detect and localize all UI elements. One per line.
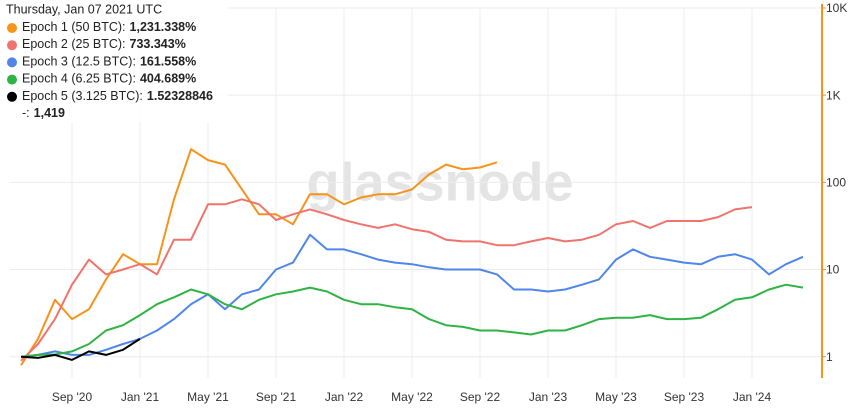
legend-entry: Epoch 2 (25 BTC): 733.343%: [22, 37, 186, 51]
x-tick-label: May '23: [595, 390, 637, 404]
legend-extra: -: 1,419: [22, 106, 65, 120]
legend-value: 1.52328846: [147, 89, 213, 103]
y-tick-label: 10: [826, 263, 840, 277]
legend-name: Epoch 1 (50 BTC):: [22, 20, 126, 34]
legend-dot: [7, 74, 17, 85]
legend-entry: Epoch 1 (50 BTC): 1,231.338%: [22, 20, 196, 34]
legend-dot: [7, 40, 17, 51]
tooltip-box: [0, 0, 228, 122]
legend-name: Epoch 4 (6.25 BTC):: [22, 72, 136, 86]
legend-name: Epoch 5 (3.125 BTC):: [22, 89, 143, 103]
series-line: [20, 148, 498, 366]
x-tick-label: Jan '22: [325, 390, 364, 404]
legend-value: 1,231.338%: [130, 20, 197, 34]
series-line: [20, 198, 753, 362]
legend-name: Epoch 3 (12.5 BTC):: [22, 55, 136, 69]
x-tick-label: Sep '23: [664, 390, 705, 404]
legend-dot: [7, 91, 17, 102]
x-tick-label: May '21: [187, 390, 229, 404]
extra-label: -:: [22, 106, 30, 120]
x-tick-label: Jan '21: [121, 390, 160, 404]
tooltip: Epoch 1 (50 BTC): 1,231.338% Epoch 2 (25 B…: [7, 20, 213, 120]
x-tick-label: Sep '21: [256, 390, 297, 404]
series-line: [20, 283, 804, 358]
legend-dot: [7, 57, 17, 68]
x-tick-label: Jan '24: [733, 390, 772, 404]
legend-name: Epoch 2 (25 BTC):: [22, 37, 126, 51]
y-tick-label: 10K: [826, 1, 847, 15]
y-tick-label: 100: [826, 176, 846, 190]
x-tick-label: May '22: [391, 390, 433, 404]
legend-value: 404.689%: [140, 72, 196, 86]
extra-value: 1,419: [34, 106, 65, 120]
x-tick-label: Sep '20: [52, 390, 93, 404]
series-line: [20, 233, 804, 358]
y-tick-label: 1: [826, 350, 833, 364]
legend-value: 161.558%: [140, 55, 196, 69]
legend-value: 733.343%: [130, 37, 186, 51]
tooltip-date: Thursday, Jan 07 2021 UTC: [6, 2, 162, 16]
legend-entry: Epoch 4 (6.25 BTC): 404.689%: [22, 72, 196, 86]
x-tick-label: Sep '22: [460, 390, 501, 404]
series-line: [20, 338, 141, 361]
legend-entry: Epoch 3 (12.5 BTC): 161.558%: [22, 55, 196, 69]
x-tick-label: Jan '23: [529, 390, 568, 404]
legend-dot: [7, 23, 17, 33]
legend-entry: Epoch 5 (3.125 BTC): 1.52328846: [22, 89, 213, 103]
y-tick-label: 1K: [826, 88, 841, 102]
